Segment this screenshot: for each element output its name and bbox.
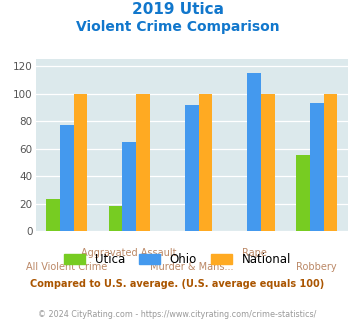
- Bar: [109, 206, 122, 231]
- Legend: Utica, Ohio, National: Utica, Ohio, National: [59, 248, 296, 271]
- Bar: [73, 94, 87, 231]
- Text: Robbery: Robbery: [296, 262, 337, 272]
- Text: Compared to U.S. average. (U.S. average equals 100): Compared to U.S. average. (U.S. average …: [31, 279, 324, 289]
- Text: © 2024 CityRating.com - https://www.cityrating.com/crime-statistics/: © 2024 CityRating.com - https://www.city…: [38, 310, 317, 319]
- Bar: [46, 199, 60, 231]
- Bar: [310, 103, 323, 231]
- Bar: [247, 73, 261, 231]
- Text: Rape: Rape: [242, 248, 267, 258]
- Text: Violent Crime Comparison: Violent Crime Comparison: [76, 20, 279, 34]
- Bar: [296, 155, 310, 231]
- Text: Murder & Mans...: Murder & Mans...: [150, 262, 234, 272]
- Bar: [185, 105, 198, 231]
- Bar: [323, 94, 337, 231]
- Bar: [122, 142, 136, 231]
- Bar: [198, 94, 212, 231]
- Bar: [261, 94, 275, 231]
- Bar: [60, 125, 73, 231]
- Text: All Violent Crime: All Violent Crime: [26, 262, 107, 272]
- Text: 2019 Utica: 2019 Utica: [131, 2, 224, 16]
- Bar: [136, 94, 150, 231]
- Text: Aggravated Assault: Aggravated Assault: [81, 248, 177, 258]
